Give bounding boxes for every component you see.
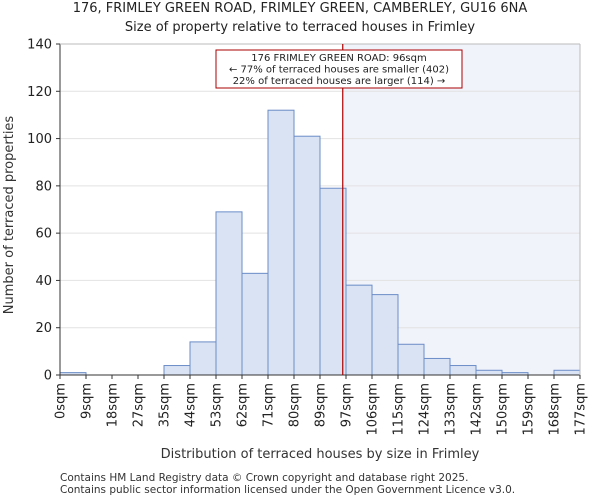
histogram-bar — [345, 284, 373, 376]
footer-copyright: Contains HM Land Registry data © Crown c… — [60, 472, 469, 484]
x-tick-label: 150sqm — [496, 383, 511, 436]
y-tick-label: 20 — [35, 321, 52, 336]
x-tick-label: 35sqm — [158, 383, 173, 427]
y-tick-label: 100 — [27, 132, 52, 147]
y-tick-label: 80 — [35, 179, 52, 194]
histogram-bar — [241, 272, 269, 376]
y-tick-label: 40 — [35, 274, 52, 289]
annotation-line1: 176 FRIMLEY GREEN ROAD: 96sqm — [251, 53, 426, 64]
histogram-bar — [267, 109, 295, 376]
x-tick-label: 115sqm — [392, 383, 407, 436]
histogram-chart: 0 20 40 60 80 100 120 140 0sqm 9sqm 18sqm 27sqm 35s… — [2, 38, 589, 463]
histogram-bar — [449, 365, 477, 376]
x-tick-label: 0sqm — [54, 383, 69, 419]
histogram-bar — [371, 294, 399, 376]
x-tick-label: 106sqm — [366, 383, 381, 436]
chart-title-subtitle: Size of property relative to terraced ho… — [124, 20, 476, 35]
x-tick-label: 97sqm — [340, 383, 355, 427]
x-tick-label: 80sqm — [288, 383, 303, 427]
histogram-bar — [553, 369, 581, 376]
x-tick-label: 9sqm — [80, 383, 95, 419]
x-tick-label: 27sqm — [132, 383, 147, 427]
x-tick-label: 44sqm — [184, 383, 199, 427]
y-tick-label: 140 — [27, 38, 52, 53]
footer-licence: Contains public sector information licen… — [60, 484, 516, 496]
x-tick-label: 177sqm — [574, 383, 589, 436]
annotation-line2: ← 77% of terraced houses are smaller (40… — [229, 65, 449, 76]
x-tick-label: 159sqm — [522, 383, 537, 436]
x-tick-label: 18sqm — [106, 383, 121, 427]
annotation-box — [215, 49, 463, 89]
y-tick-label: 60 — [35, 227, 52, 242]
x-tick-label: 71sqm — [262, 383, 277, 427]
histogram-bar — [423, 357, 451, 376]
y-tick-label: 0 — [44, 369, 52, 384]
x-tick-label: 89sqm — [314, 383, 329, 427]
histogram-bar — [293, 135, 321, 376]
y-axis-label: Number of terraced properties — [2, 116, 17, 315]
histogram-bar — [397, 343, 425, 376]
x-tick-label: 62sqm — [236, 383, 251, 427]
x-tick-label: 142sqm — [470, 383, 485, 436]
histogram-bar — [475, 369, 503, 376]
x-tick-label: 168sqm — [548, 383, 563, 436]
histogram-bar — [215, 211, 243, 376]
histogram-bar — [189, 341, 217, 376]
histogram-bar — [163, 365, 191, 376]
x-tick-label: 133sqm — [444, 383, 459, 436]
x-tick-label: 53sqm — [210, 383, 225, 427]
y-tick-label: 120 — [27, 85, 52, 100]
annotation-line3: 22% of terraced houses are larger (114) … — [233, 76, 446, 87]
x-tick-label: 124sqm — [418, 383, 433, 436]
chart-title-address: 176, FRIMLEY GREEN ROAD, FRIMLEY GREEN, … — [72, 1, 528, 16]
x-axis-label: Distribution of terraced houses by size … — [161, 447, 480, 462]
histogram-bar — [319, 187, 347, 376]
